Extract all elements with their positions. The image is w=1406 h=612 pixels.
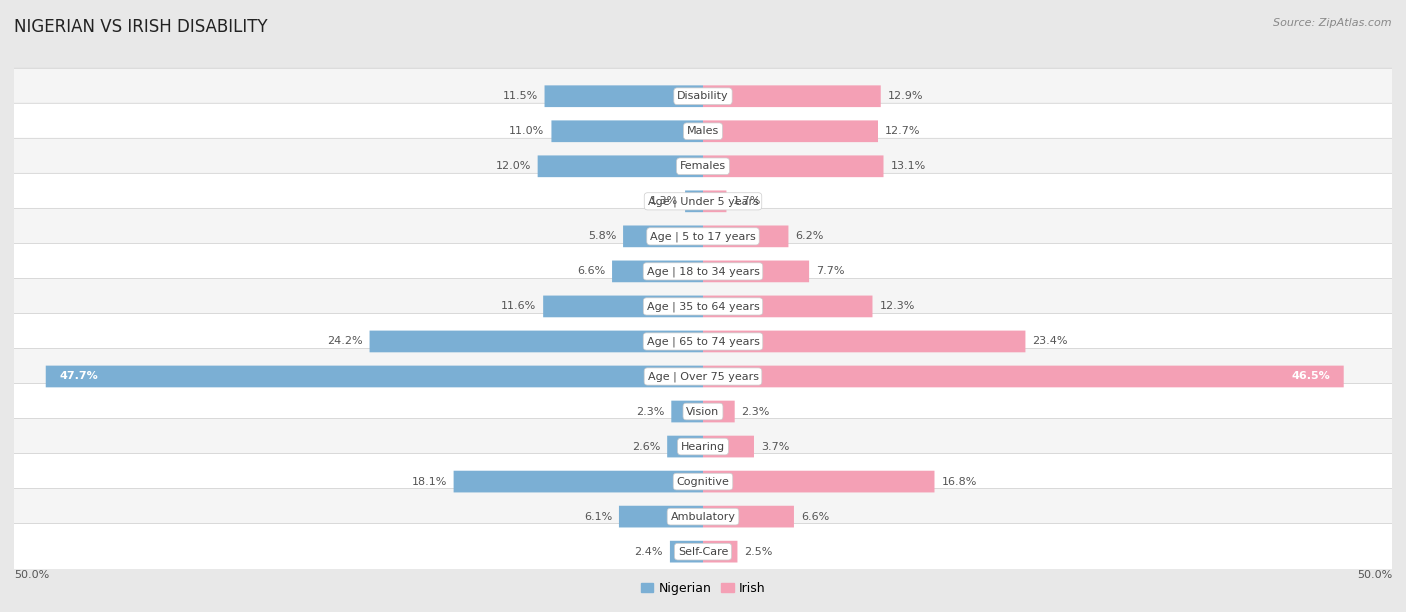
FancyBboxPatch shape (703, 190, 727, 212)
Text: 12.7%: 12.7% (884, 126, 921, 136)
FancyBboxPatch shape (10, 348, 1396, 405)
Text: 12.9%: 12.9% (887, 91, 924, 101)
Text: 2.4%: 2.4% (634, 547, 664, 557)
Text: 11.6%: 11.6% (501, 302, 536, 312)
FancyBboxPatch shape (454, 471, 703, 493)
Text: 12.3%: 12.3% (879, 302, 915, 312)
FancyBboxPatch shape (10, 524, 1396, 580)
Text: Self-Care: Self-Care (678, 547, 728, 557)
Text: 6.1%: 6.1% (583, 512, 612, 521)
FancyBboxPatch shape (671, 401, 703, 422)
FancyBboxPatch shape (703, 261, 808, 282)
FancyBboxPatch shape (703, 541, 738, 562)
Text: Age | 65 to 74 years: Age | 65 to 74 years (647, 336, 759, 347)
Text: 13.1%: 13.1% (890, 162, 925, 171)
FancyBboxPatch shape (10, 384, 1396, 439)
Text: 18.1%: 18.1% (412, 477, 447, 487)
Text: 1.3%: 1.3% (650, 196, 678, 206)
Text: 11.5%: 11.5% (502, 91, 537, 101)
FancyBboxPatch shape (703, 85, 880, 107)
Text: 2.3%: 2.3% (636, 406, 665, 417)
FancyBboxPatch shape (46, 365, 703, 387)
FancyBboxPatch shape (703, 365, 1344, 387)
FancyBboxPatch shape (10, 138, 1396, 195)
Text: Cognitive: Cognitive (676, 477, 730, 487)
FancyBboxPatch shape (619, 506, 703, 528)
FancyBboxPatch shape (10, 208, 1396, 264)
Text: Vision: Vision (686, 406, 720, 417)
FancyBboxPatch shape (10, 488, 1396, 545)
FancyBboxPatch shape (551, 121, 703, 142)
Text: Disability: Disability (678, 91, 728, 101)
FancyBboxPatch shape (703, 296, 873, 317)
Text: 7.7%: 7.7% (815, 266, 845, 277)
FancyBboxPatch shape (543, 296, 703, 317)
Text: Hearing: Hearing (681, 441, 725, 452)
Legend: Nigerian, Irish: Nigerian, Irish (637, 578, 769, 599)
Text: 16.8%: 16.8% (942, 477, 977, 487)
FancyBboxPatch shape (544, 85, 703, 107)
Text: 46.5%: 46.5% (1291, 371, 1330, 381)
FancyBboxPatch shape (703, 330, 1025, 353)
Text: Age | 35 to 64 years: Age | 35 to 64 years (647, 301, 759, 312)
Text: NIGERIAN VS IRISH DISABILITY: NIGERIAN VS IRISH DISABILITY (14, 18, 267, 36)
Text: 11.0%: 11.0% (509, 126, 544, 136)
Text: Females: Females (681, 162, 725, 171)
FancyBboxPatch shape (703, 436, 754, 457)
Text: 2.6%: 2.6% (631, 441, 661, 452)
Text: 1.7%: 1.7% (734, 196, 762, 206)
Text: Source: ZipAtlas.com: Source: ZipAtlas.com (1274, 18, 1392, 28)
Text: 3.7%: 3.7% (761, 441, 789, 452)
Text: 6.6%: 6.6% (576, 266, 605, 277)
Text: 5.8%: 5.8% (588, 231, 616, 241)
FancyBboxPatch shape (10, 68, 1396, 124)
Text: 2.3%: 2.3% (741, 406, 770, 417)
Text: 12.0%: 12.0% (495, 162, 531, 171)
FancyBboxPatch shape (623, 225, 703, 247)
Text: Age | 18 to 34 years: Age | 18 to 34 years (647, 266, 759, 277)
Text: 47.7%: 47.7% (59, 371, 98, 381)
Text: Age | Over 75 years: Age | Over 75 years (648, 371, 758, 382)
FancyBboxPatch shape (10, 244, 1396, 299)
Text: 23.4%: 23.4% (1032, 337, 1067, 346)
Text: Age | 5 to 17 years: Age | 5 to 17 years (650, 231, 756, 242)
Text: 50.0%: 50.0% (14, 570, 49, 580)
FancyBboxPatch shape (10, 453, 1396, 510)
FancyBboxPatch shape (669, 541, 703, 562)
FancyBboxPatch shape (703, 225, 789, 247)
FancyBboxPatch shape (668, 436, 703, 457)
FancyBboxPatch shape (703, 471, 935, 493)
Text: 50.0%: 50.0% (1357, 570, 1392, 580)
Text: 6.2%: 6.2% (796, 231, 824, 241)
Text: 2.5%: 2.5% (744, 547, 773, 557)
FancyBboxPatch shape (703, 155, 883, 177)
FancyBboxPatch shape (703, 506, 794, 528)
Text: Ambulatory: Ambulatory (671, 512, 735, 521)
FancyBboxPatch shape (10, 173, 1396, 230)
FancyBboxPatch shape (10, 313, 1396, 370)
FancyBboxPatch shape (10, 278, 1396, 334)
FancyBboxPatch shape (10, 419, 1396, 474)
Text: 24.2%: 24.2% (328, 337, 363, 346)
Text: Age | Under 5 years: Age | Under 5 years (648, 196, 758, 207)
Text: 6.6%: 6.6% (801, 512, 830, 521)
FancyBboxPatch shape (10, 103, 1396, 159)
FancyBboxPatch shape (612, 261, 703, 282)
FancyBboxPatch shape (703, 401, 735, 422)
Text: Males: Males (688, 126, 718, 136)
FancyBboxPatch shape (703, 121, 877, 142)
FancyBboxPatch shape (685, 190, 703, 212)
FancyBboxPatch shape (537, 155, 703, 177)
FancyBboxPatch shape (370, 330, 703, 353)
